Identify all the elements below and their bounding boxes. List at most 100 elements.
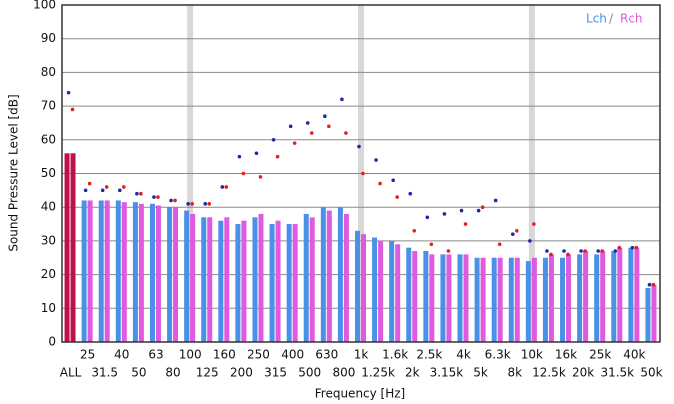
peak-dot (344, 131, 348, 135)
peak-dot (100, 188, 105, 193)
bar (115, 200, 121, 342)
x-tick-label: 1.25k (361, 366, 395, 380)
peak-dot (122, 185, 126, 189)
bar (361, 234, 366, 342)
peak-dot (429, 242, 434, 247)
x-tick-label: 10k (521, 348, 543, 362)
bar (594, 254, 600, 342)
peak-dot (104, 185, 109, 189)
peak-dot (510, 232, 515, 236)
x-tick-label: ALL (60, 366, 82, 380)
peak-dot (327, 124, 331, 129)
bar (201, 217, 207, 342)
bar (395, 244, 401, 342)
peak-dot (190, 202, 194, 206)
y-tick-label: 10 (41, 301, 56, 315)
bar (531, 257, 537, 342)
peak-dot (613, 249, 618, 253)
peak-dot (630, 245, 635, 250)
peak-dot (579, 249, 583, 253)
y-tick-label: 30 (41, 233, 56, 247)
peak-dot (562, 249, 566, 253)
bar (173, 207, 179, 342)
bar (628, 247, 634, 342)
x-tick-label: 4k (456, 348, 471, 362)
bar (241, 220, 247, 342)
peak-dot (442, 212, 447, 216)
peak-dot (237, 154, 242, 159)
legend-separator: / (609, 12, 614, 26)
peak-dot (412, 228, 417, 233)
bar (121, 202, 127, 342)
bar (98, 200, 104, 342)
bar (224, 217, 230, 342)
y-tick-label: 50 (41, 166, 56, 180)
bar (651, 284, 657, 342)
x-tick-label: 1k (354, 348, 369, 362)
bar (611, 251, 617, 342)
bar (81, 200, 87, 342)
peak-dot (271, 138, 276, 142)
bar (343, 213, 349, 342)
bar (70, 153, 76, 342)
peak-dot (70, 107, 75, 112)
x-tick-label: 500 (298, 366, 321, 380)
bar (218, 220, 224, 342)
peak-dot (224, 185, 229, 189)
peak-dot (220, 185, 225, 189)
peak-dot (203, 202, 208, 206)
legend-entry: Rch (620, 12, 643, 26)
peak-dot (152, 195, 156, 199)
bar (190, 213, 196, 342)
peak-dot (514, 228, 519, 233)
bar (412, 251, 418, 342)
x-tick-label: 100 (179, 348, 202, 362)
bar (514, 257, 520, 342)
bar (542, 257, 548, 342)
bar (548, 254, 554, 342)
bar (252, 217, 258, 342)
peak-dot (459, 208, 464, 213)
bar (525, 261, 531, 342)
bar (463, 254, 469, 342)
bar (235, 224, 241, 342)
bar (429, 254, 435, 342)
peak-dot (493, 198, 498, 203)
plot-frame (61, 4, 661, 343)
bar (64, 153, 70, 342)
x-tick-label: 40k (623, 348, 645, 362)
y-tick-label: 100 (33, 0, 56, 12)
x-tick-label: 63 (148, 348, 163, 362)
x-tick-label: 2k (405, 366, 420, 380)
bar (87, 200, 93, 342)
x-tick-label: 800 (332, 366, 355, 380)
y-tick-label: 80 (41, 65, 56, 79)
peak-dot (395, 195, 399, 199)
x-tick-label: 31.5 (91, 366, 118, 380)
x-tick-label: 50k (640, 366, 662, 380)
bar (275, 220, 281, 342)
bar (167, 207, 173, 342)
bar (378, 240, 384, 342)
x-tick-label: 2.5k (416, 348, 442, 362)
peak-dot (596, 249, 600, 253)
bar (303, 213, 309, 342)
peak-dot (476, 208, 481, 213)
bar (560, 257, 566, 342)
peak-dot (357, 144, 361, 149)
peak-dot (66, 90, 71, 95)
peak-dot (408, 191, 413, 196)
bar (583, 251, 589, 342)
y-tick-label: 20 (41, 267, 56, 281)
peak-dot (305, 121, 310, 125)
bar (269, 224, 275, 342)
x-axis-title: Frequency [Hz] (315, 387, 406, 401)
peak-dot (463, 222, 468, 226)
x-tick-label: 25k (589, 348, 611, 362)
peak-dot (378, 181, 382, 186)
bar (480, 257, 486, 342)
peak-dot (391, 178, 395, 183)
peak-dot (480, 205, 485, 209)
y-tick-label: 40 (41, 200, 56, 214)
x-tick-label: 6.3k (485, 348, 511, 362)
